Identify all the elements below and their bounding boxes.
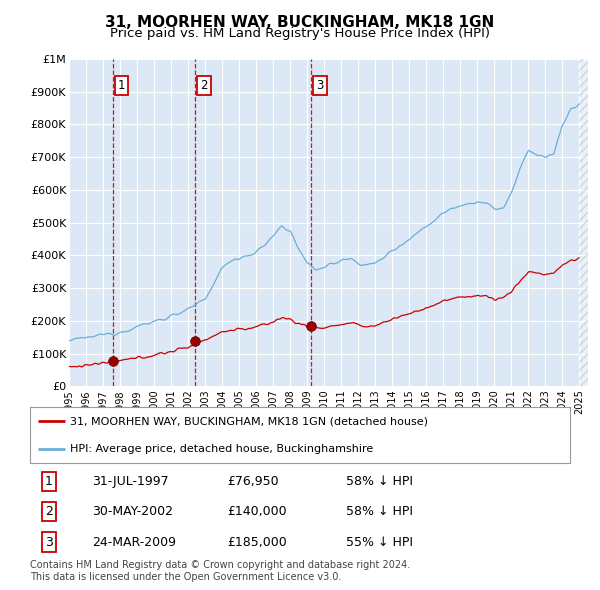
Text: £76,950: £76,950	[227, 475, 279, 488]
Text: 3: 3	[316, 78, 323, 91]
Text: 58% ↓ HPI: 58% ↓ HPI	[346, 475, 413, 488]
Text: Contains HM Land Registry data © Crown copyright and database right 2024.
This d: Contains HM Land Registry data © Crown c…	[30, 560, 410, 582]
Text: 2: 2	[200, 78, 208, 91]
Text: 31, MOORHEN WAY, BUCKINGHAM, MK18 1GN (detached house): 31, MOORHEN WAY, BUCKINGHAM, MK18 1GN (d…	[71, 416, 428, 426]
Text: 55% ↓ HPI: 55% ↓ HPI	[346, 536, 413, 549]
Text: 58% ↓ HPI: 58% ↓ HPI	[346, 505, 413, 519]
Text: £185,000: £185,000	[227, 536, 287, 549]
Text: 24-MAR-2009: 24-MAR-2009	[92, 536, 176, 549]
Text: Price paid vs. HM Land Registry's House Price Index (HPI): Price paid vs. HM Land Registry's House …	[110, 27, 490, 40]
Text: 2: 2	[45, 505, 53, 519]
Text: 31-JUL-1997: 31-JUL-1997	[92, 475, 169, 488]
Text: HPI: Average price, detached house, Buckinghamshire: HPI: Average price, detached house, Buck…	[71, 444, 374, 454]
Text: 31, MOORHEN WAY, BUCKINGHAM, MK18 1GN: 31, MOORHEN WAY, BUCKINGHAM, MK18 1GN	[106, 15, 494, 30]
Text: 1: 1	[45, 475, 53, 488]
Text: 1: 1	[118, 78, 125, 91]
Text: 3: 3	[45, 536, 53, 549]
Text: £140,000: £140,000	[227, 505, 287, 519]
Text: 30-MAY-2002: 30-MAY-2002	[92, 505, 173, 519]
